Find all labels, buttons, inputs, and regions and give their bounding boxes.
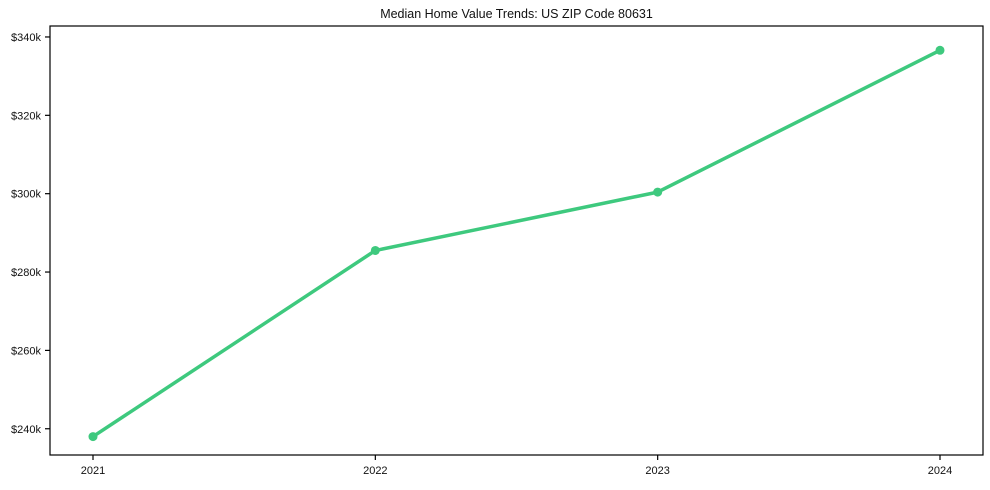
y-axis-tick-label: $300k xyxy=(11,189,41,201)
x-axis-tick-label: 2021 xyxy=(81,465,105,477)
x-axis-tick-label: 2023 xyxy=(645,465,669,477)
y-axis-tick-label: $260k xyxy=(11,345,41,357)
trend-line xyxy=(91,48,942,439)
data-point-marker xyxy=(88,432,98,442)
y-axis-tick-label: $340k xyxy=(11,32,41,44)
x-axis-tick-label: 2022 xyxy=(363,465,387,477)
data-point-marker xyxy=(370,245,380,255)
y-axis-tick-label: $240k xyxy=(11,424,41,436)
chart-title: Median Home Value Trends: US ZIP Code 80… xyxy=(380,7,653,21)
y-axis-tick-label: $280k xyxy=(11,267,41,279)
plot-border xyxy=(49,25,984,456)
x-axis-tick-label: 2024 xyxy=(928,465,952,477)
y-axis-tick-label: $320k xyxy=(11,110,41,122)
data-point-marker xyxy=(935,45,945,55)
data-point-marker xyxy=(653,187,663,197)
